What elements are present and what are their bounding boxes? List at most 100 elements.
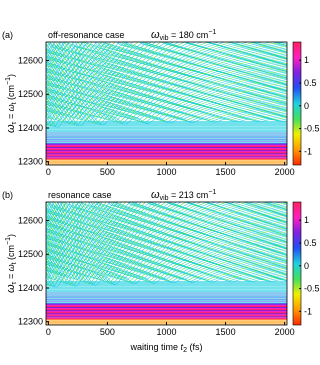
contour-line <box>46 232 287 247</box>
y-axis-label-part: τ <box>11 121 18 124</box>
annotation-part: vib <box>160 195 169 202</box>
x-axis-label-part: waiting time <box>130 342 181 352</box>
x-axis-label-part: 2 <box>183 347 187 354</box>
contour-line <box>46 202 287 215</box>
contour-line <box>46 100 287 114</box>
y-axis-label-part: = ω <box>6 264 16 281</box>
colorbar-tick-label: -1 <box>304 146 312 156</box>
contour-line <box>46 65 287 80</box>
contour-line <box>46 42 287 51</box>
y-axis-label-part: τ <box>11 281 18 284</box>
contour-line <box>46 226 287 241</box>
contour-line <box>46 213 287 227</box>
colorbar-tick-label: -0.5 <box>304 124 319 134</box>
contour-line <box>46 239 287 254</box>
y-axis-label-part: ) <box>6 74 16 77</box>
y-axis-label-part: ) <box>6 234 16 237</box>
y-axis-label-part: −1 <box>5 77 12 85</box>
y-axis-label: ωτ = ωt (cm−1) <box>5 74 18 133</box>
panel-title: resonance case <box>48 190 112 200</box>
annotation: ωvib = 213 cm−1 <box>151 189 216 202</box>
contour-line <box>46 230 287 244</box>
contour-line <box>46 78 287 93</box>
contour-line <box>46 85 287 99</box>
panel-title: off-resonance case <box>48 30 124 40</box>
y-axis-label-part: ω <box>5 284 17 293</box>
contour-line <box>46 223 287 238</box>
y-tick-label: 12300 <box>18 157 43 167</box>
contour-line <box>46 81 287 96</box>
x-tick-label: 1000 <box>156 327 176 337</box>
y-tick-label: 12300 <box>18 317 43 327</box>
x-tick-label: 0 <box>46 167 51 177</box>
colorbar-tick-label: 0.5 <box>304 238 317 248</box>
y-tick-label: 12600 <box>18 56 43 66</box>
contour-group <box>46 42 287 165</box>
colorbar-tick-label: 1 <box>304 55 309 65</box>
contour-line <box>46 269 287 283</box>
contour-line <box>46 221 287 235</box>
contour-line <box>46 88 287 103</box>
contour-line <box>46 94 287 109</box>
y-axis-label-part: (cm <box>6 245 16 263</box>
contour-line <box>46 74 287 89</box>
x-tick-label: 1000 <box>156 167 176 177</box>
annotation: ωvib = 180 cm−1 <box>151 29 216 42</box>
colorbar-tick-label: 0.5 <box>304 78 317 88</box>
y-axis-label-part: −1 <box>5 237 12 245</box>
annotation-part: = 180 cm <box>169 30 209 40</box>
y-axis-label: ωτ = ωt (cm−1) <box>5 234 18 293</box>
colorbar-tick-label: 0 <box>304 261 309 271</box>
contour-line <box>46 55 287 70</box>
contour-line <box>46 231 287 246</box>
contour-line <box>46 52 287 67</box>
colorbar-tick-label: 0 <box>304 101 309 111</box>
contour-line <box>46 273 287 287</box>
annotation-part: = 213 cm <box>169 190 209 200</box>
contour-line <box>46 98 287 113</box>
x-tick-label: 2000 <box>275 327 295 337</box>
x-tick-label: 0 <box>46 327 51 337</box>
contour-line <box>46 91 287 106</box>
annotation-part: ω <box>151 189 160 201</box>
contour-line <box>46 258 287 273</box>
contour-line <box>46 214 287 228</box>
y-tick-label: 12600 <box>18 216 43 226</box>
x-tick-label: 1500 <box>216 327 236 337</box>
y-tick-label: 12500 <box>18 89 43 99</box>
annotation-part: ω <box>151 29 160 41</box>
contour-line <box>46 257 287 272</box>
contour-line <box>46 102 287 116</box>
contour-line <box>46 271 287 286</box>
contour-line <box>49 202 287 209</box>
contour-line <box>46 49 287 64</box>
contour-line <box>46 270 287 285</box>
contour-line <box>46 43 287 57</box>
x-tick-label: 500 <box>100 167 115 177</box>
contour-line <box>46 217 287 232</box>
y-axis-label-part: t <box>11 262 18 264</box>
contour-line <box>46 219 287 234</box>
contour-line <box>46 110 287 125</box>
contour-line <box>46 211 287 226</box>
contour-line <box>46 95 287 110</box>
contour-line <box>46 205 287 220</box>
colorbar <box>292 201 302 326</box>
contour-line <box>46 264 287 279</box>
y-tick-label: 12400 <box>18 123 43 133</box>
contour-line <box>46 225 287 240</box>
contour-line <box>46 263 287 277</box>
contour-line <box>46 238 287 253</box>
contour-line <box>46 107 287 121</box>
y-tick-label: 12400 <box>18 283 43 293</box>
x-tick-label: 500 <box>100 327 115 337</box>
contour-line <box>49 42 287 49</box>
contour-line <box>46 202 287 212</box>
annotation-part: vib <box>160 35 169 42</box>
y-axis-label-part: = ω <box>6 104 16 121</box>
contour-line <box>46 76 287 90</box>
contour-line <box>46 249 287 264</box>
panel-label: (b) <box>2 190 13 200</box>
contour-line <box>46 70 287 84</box>
